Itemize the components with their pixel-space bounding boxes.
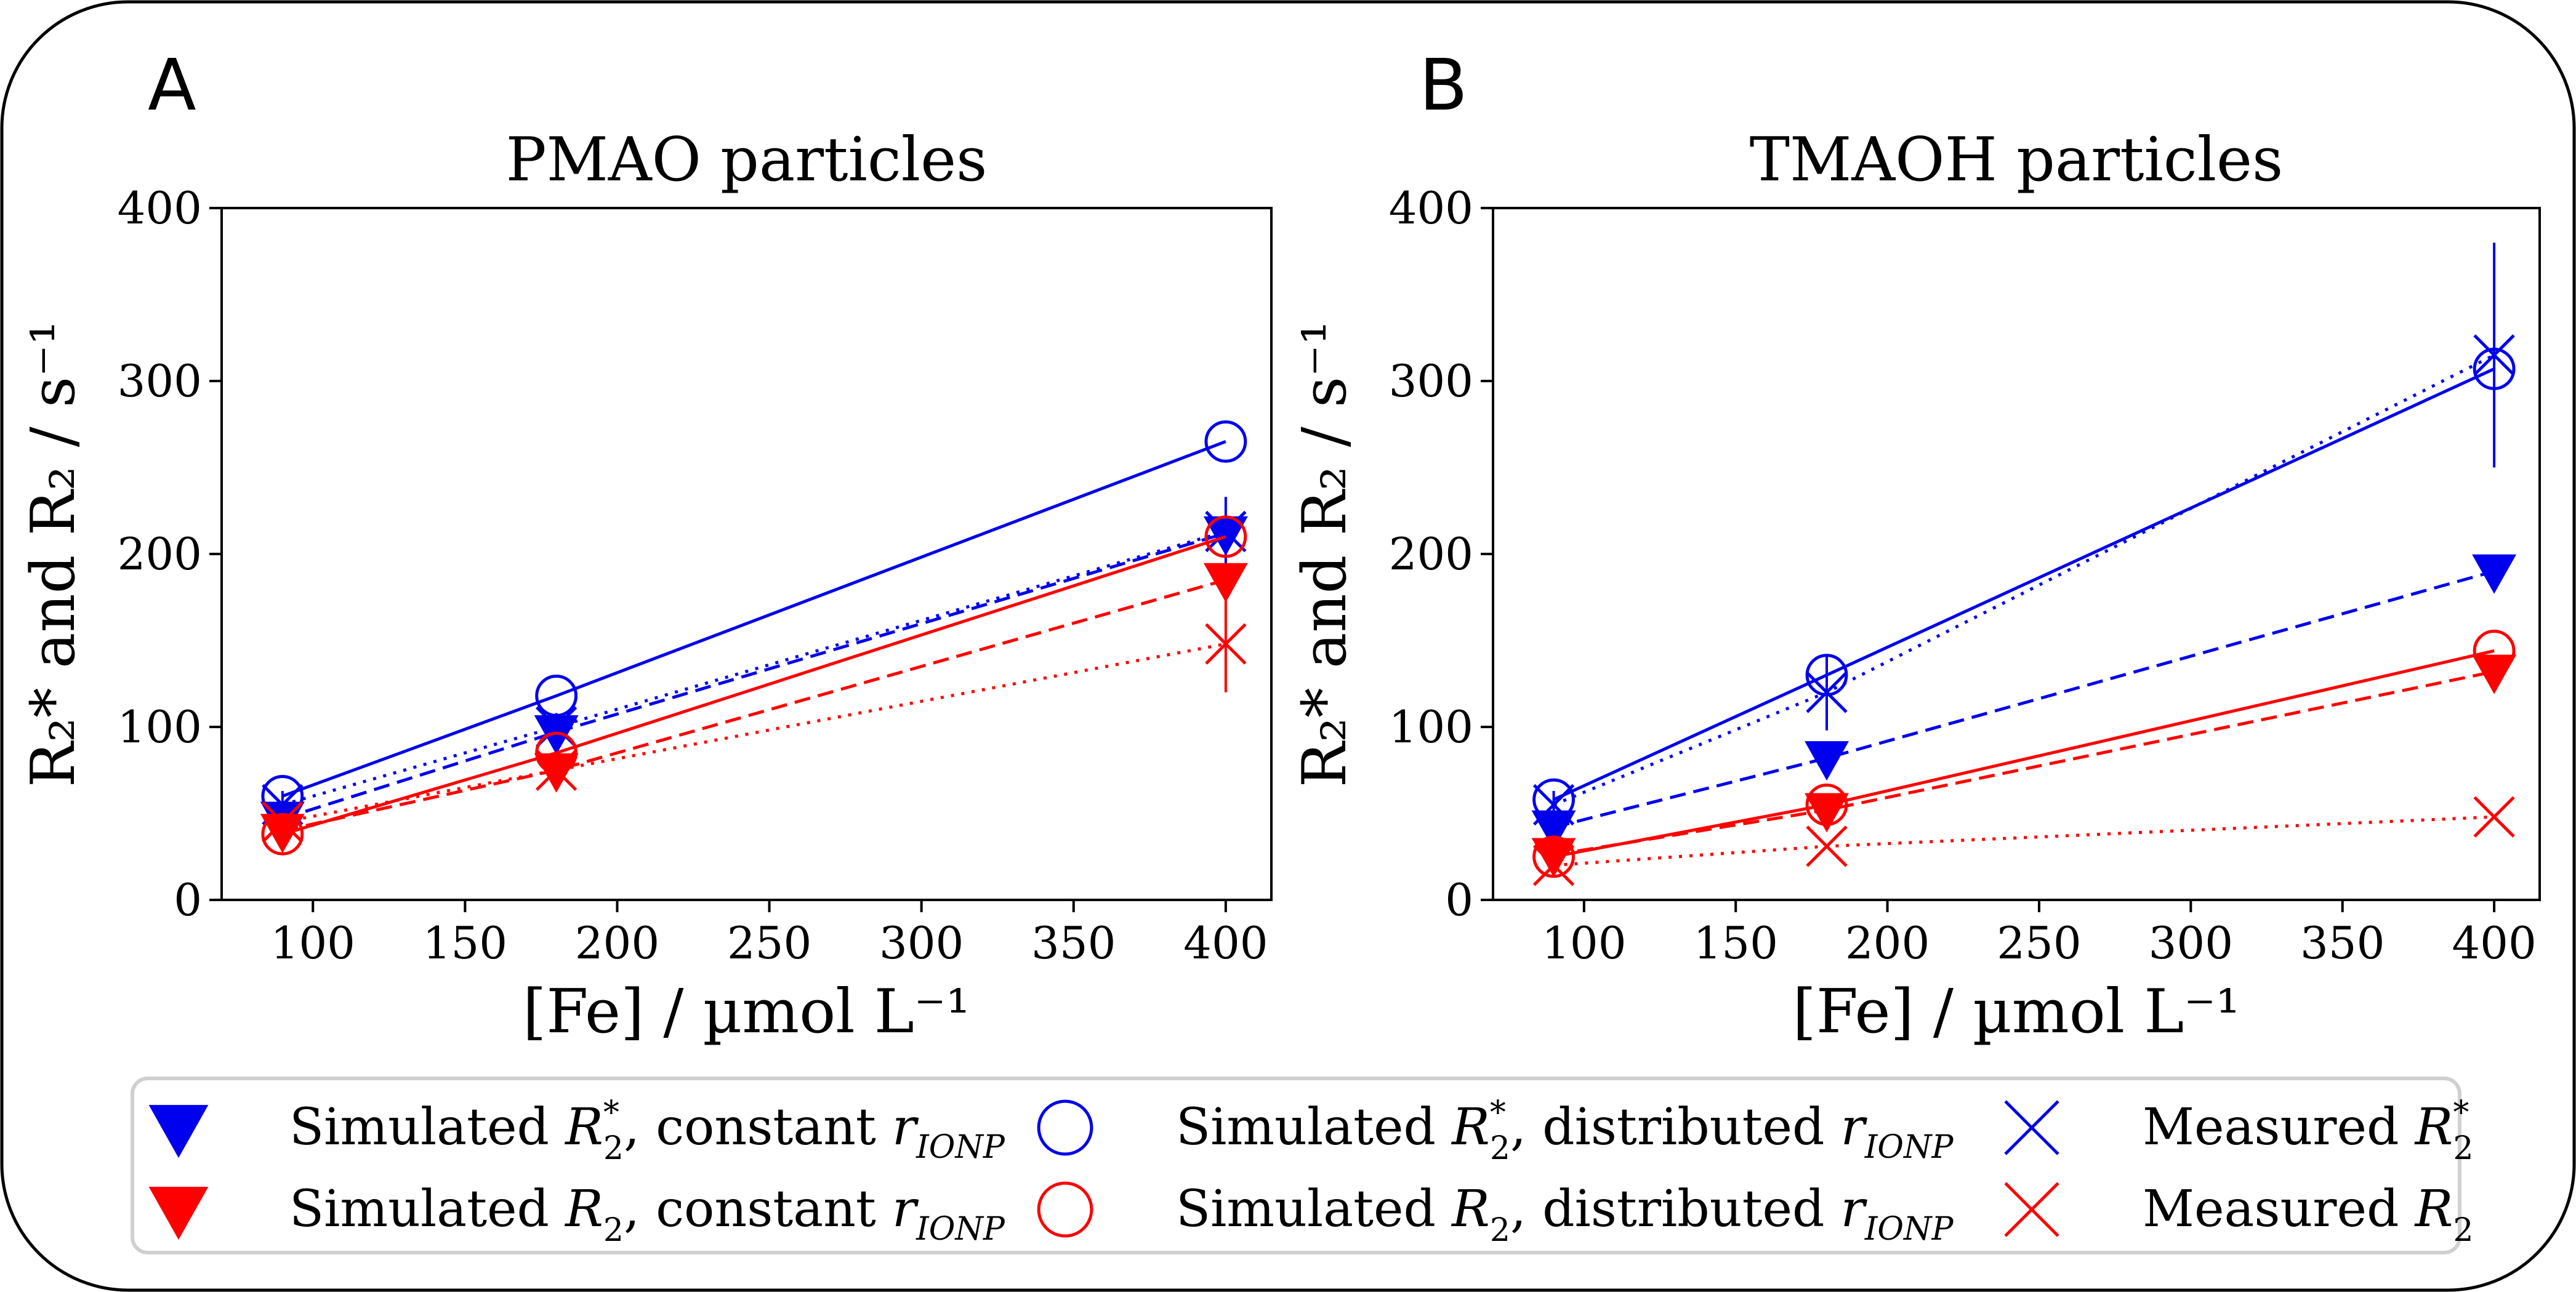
panel-b-x-tick-label: 250 — [1997, 917, 2081, 969]
panel-b-y-tick-label: 200 — [1389, 528, 1473, 580]
panel-b-blue-x-point — [1532, 784, 1575, 826]
legend-red-x-label: Measured R2 — [2143, 1180, 2473, 1249]
panel-b-blue-circle-point — [1532, 778, 1575, 821]
panel-a-red-triangle-point — [1203, 563, 1248, 603]
panel-a-blue-triangle-line — [282, 531, 1226, 821]
legend-box — [131, 1077, 2461, 1254]
legend-red-triangle-label: Simulated R2, constant rIONP — [289, 1180, 1005, 1249]
panel-b-red-circle-point — [2473, 629, 2516, 672]
panel-b-red-circle-point — [1805, 784, 1848, 826]
panel-b-blue-x-point — [1806, 672, 1848, 713]
panel-a-y-tick-label: 0 — [174, 874, 202, 926]
panel-a-x-tick-label: 400 — [1183, 917, 1268, 969]
panel-a-y-tick-label: 300 — [118, 355, 202, 407]
panel-b-blue-triangle-point — [2472, 554, 2517, 594]
panel-a-y-tick-label: 200 — [118, 528, 202, 580]
panel-b-x-tick-label: 150 — [1693, 917, 1777, 969]
legend-blue-circle-label: Simulated R* 2, distributed rIONP — [1176, 1094, 1954, 1167]
panel-a-blue-circle-line — [281, 440, 1226, 798]
panel-b-red-x-point — [2473, 796, 2515, 838]
panel-a-title: PMAO particles — [506, 125, 988, 195]
panel-label-b: B — [1419, 44, 1468, 127]
panel-a-red-triangle-line — [282, 578, 1226, 833]
legend-red-x-marker — [2004, 1182, 2059, 1237]
panel-a-red-x-line — [282, 642, 1226, 824]
panel-a-y-axis-label: R₂* and R₂ / s⁻¹ — [18, 321, 89, 787]
legend-red-circle-marker — [1037, 1181, 1093, 1238]
panel-b-red-triangle-point — [1531, 838, 1576, 878]
panel-a-y-tick-label: 400 — [118, 182, 202, 234]
panel-a-x-tick-label: 200 — [575, 917, 659, 969]
legend-blue-circle-marker — [1037, 1099, 1093, 1156]
panel-a-x-tick-label: 350 — [1031, 917, 1116, 969]
panel-a-red-x-point — [262, 801, 304, 843]
chart-panel-b: 100 150 200 250 300 350 400 0 100 200 300 400 TMAOH … — [1290, 125, 2541, 1047]
legend: Simulated R* 2, constant rIONP Simulated R… — [131, 1077, 2473, 1254]
panel-label-a: A — [148, 44, 196, 127]
panel-b-blue-triangle-point — [1805, 741, 1849, 781]
legend-blue-triangle-label: Simulated R* 2, constant rIONP — [289, 1094, 1005, 1167]
legend-red-circle-label: Simulated R2, distributed rIONP — [1176, 1180, 1954, 1249]
legend-blue-x-label: Measured R* 2 — [2143, 1094, 2473, 1167]
panel-a-red-circle-point — [1204, 515, 1247, 558]
panel-b-red-circle-point — [1532, 835, 1575, 878]
panel-a-x-axis-label: [Fe] / µmol L⁻¹ — [523, 977, 970, 1047]
panel-a-x-tick-label: 300 — [879, 917, 964, 969]
chart-panel-a: 100 150 200 250 300 350 400 0 100 200 300 400 PMAO p… — [18, 125, 1273, 1047]
panel-b-y-tick-label: 100 — [1389, 701, 1473, 753]
panel-b-y-tick-label: 0 — [1445, 874, 1473, 926]
panel-a-x-tick-label: 250 — [727, 917, 811, 969]
panel-b-x-axis-label: [Fe] / µmol L⁻¹ — [1793, 977, 2240, 1047]
panel-b-blue-x-point — [2473, 334, 2515, 376]
legend-blue-x-marker — [2004, 1100, 2059, 1155]
panel-a-red-circle-line — [282, 535, 1226, 836]
legend-red-triangle-marker — [148, 1187, 209, 1240]
panel-b-x-tick-label: 350 — [2300, 917, 2385, 969]
panel-b-y-tick-label: 400 — [1389, 182, 1473, 234]
panel-a-red-x-point — [1205, 623, 1247, 665]
panel-a-red-x-point — [535, 749, 578, 791]
panel-a-blue-x-point — [1205, 510, 1247, 553]
panel-b-x-tick-label: 300 — [2149, 917, 2233, 969]
panel-b-red-x-point — [1532, 845, 1575, 886]
panel-b-y-axis-label: R₂* and R₂ / s⁻¹ — [1290, 321, 1360, 787]
panel-b-x-tick-label: 400 — [2452, 917, 2536, 969]
panel-b-red-triangle-point — [2472, 654, 2517, 694]
panel-a-x-tick-label: 150 — [423, 917, 507, 969]
panel-b-x-tick-label: 100 — [1542, 917, 1626, 969]
panel-a-y-tick-label: 100 — [118, 701, 202, 753]
legend-blue-triangle-marker — [148, 1105, 209, 1158]
panel-b-blue-triangle-point — [1531, 810, 1576, 850]
panel-b-y-tick-label: 300 — [1389, 355, 1473, 407]
panel-b-red-x-point — [1806, 825, 1848, 867]
panel-b-title: TMAOH particles — [1750, 125, 2284, 195]
panel-a-x-tick-label: 100 — [271, 917, 355, 969]
panel-b-x-tick-label: 200 — [1845, 917, 1930, 969]
panel-b-red-circle-line — [1553, 649, 2495, 859]
panel-a-blue-circle-point — [1204, 420, 1247, 463]
